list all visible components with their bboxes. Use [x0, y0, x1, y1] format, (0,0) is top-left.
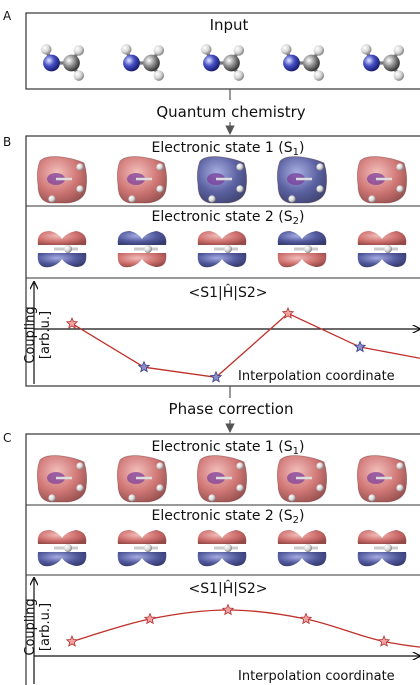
coupling-point-red [65, 316, 79, 329]
coupling-point-red [281, 306, 295, 319]
step2-label-bg [170, 398, 292, 420]
hydrogen-atom [121, 44, 132, 55]
hydrogen-atom [393, 45, 405, 56]
orbital-s1-red [356, 455, 408, 503]
nitrogen-atom [43, 54, 60, 72]
orbital-s2-red-blue [357, 231, 407, 268]
orbital-s1-blue [196, 156, 248, 204]
step1-label-bg [146, 100, 316, 122]
panel-b-ylabel: Coupling[arb.u.] [23, 306, 53, 363]
methanimine-molecule [281, 44, 325, 81]
orbital-s1-red [356, 156, 408, 204]
coupling-point-red [65, 634, 79, 647]
panel-a-title: Input [210, 16, 249, 34]
orbital-s2-red-blue [357, 530, 407, 567]
nitrogen-atom [123, 54, 140, 72]
hydrogen-atom [361, 44, 372, 55]
panel-c-state2-row [37, 530, 407, 567]
hydrogen-atom [313, 70, 325, 81]
nitrogen-atom [363, 54, 380, 72]
orbital-s2-red-blue [117, 530, 167, 567]
carbon-atom [383, 54, 400, 72]
hydrogen-atom [201, 44, 212, 55]
panel-b-state1-title: Electronic state 1 (S1) [152, 140, 305, 158]
panel-c-letter: C [3, 431, 11, 445]
methanimine-molecule [121, 44, 165, 81]
coupling-series-line [71, 609, 420, 648]
hydrogen-atom [41, 44, 52, 55]
panel-a-frame [25, 12, 420, 90]
panel-b-letter: B [3, 135, 11, 149]
coupling-point-blue [137, 360, 151, 373]
orbital-s1-red [116, 455, 168, 503]
panel-c-state1-row [36, 455, 408, 503]
orbital-s2-blue-red [117, 231, 167, 268]
panel-b-state1-row [36, 156, 408, 204]
hydrogen-atom [233, 45, 245, 56]
panel-c-coupling-chart [65, 603, 420, 648]
carbon-atom [303, 54, 320, 72]
panel-b-frame [25, 135, 420, 387]
coupling-point-red [221, 603, 235, 616]
hydrogen-atom [73, 70, 85, 81]
coupling-series-line [71, 312, 420, 378]
orbital-s1-blue [276, 156, 328, 204]
orbital-s2-red-blue [37, 530, 87, 567]
quantum-chemistry-label: Quantum chemistry [156, 103, 305, 121]
orbital-s2-red-blue [37, 231, 87, 268]
carbon-atom [223, 54, 240, 72]
orbital-s2-red-blue [277, 530, 327, 567]
carbon-atom [143, 54, 160, 72]
hydrogen-atom [153, 45, 165, 56]
panel-b-xlabel: Interpolation coordinate [238, 369, 395, 384]
coupling-point-red [299, 612, 313, 625]
coupling-point-blue [209, 370, 223, 383]
carbon-atom [63, 54, 80, 72]
panel-c-coupling-title: <S1|Ĥ|S2> [188, 579, 267, 597]
input-molecule-row [41, 44, 405, 81]
orbital-s2-blue-red [277, 231, 327, 268]
orbital-s2-red-blue [197, 231, 247, 268]
panel-c-xlabel: Interpolation coordinate [238, 669, 395, 684]
coupling-point-blue [353, 340, 367, 353]
panel-b-state2-row [37, 231, 407, 268]
orbital-s1-red [276, 455, 328, 503]
methanimine-molecule [361, 44, 405, 81]
panel-c-ylabel: Coupling[arb.u.] [23, 598, 53, 655]
orbital-s1-red [36, 156, 88, 204]
panel-b-state2-title: Electronic state 2 (S2) [152, 209, 305, 227]
panel-b-coupling-chart [65, 306, 420, 383]
nitrogen-atom [283, 54, 300, 72]
coupling-point-red [143, 612, 157, 625]
methanimine-molecule [201, 44, 245, 81]
panel-c-frame [25, 433, 420, 685]
hydrogen-atom [73, 45, 85, 56]
hydrogen-atom [313, 45, 325, 56]
panel-b-coupling-title: <S1|Ĥ|S2> [188, 283, 267, 301]
hydrogen-atom [233, 70, 245, 81]
panel-c-state1-title: Electronic state 1 (S1) [152, 439, 305, 457]
nitrogen-atom [203, 54, 220, 72]
hydrogen-atom [281, 44, 292, 55]
orbital-s1-red [116, 156, 168, 204]
panel-a-letter: A [3, 9, 12, 23]
panel-c-state2-title: Electronic state 2 (S2) [152, 508, 305, 526]
methanimine-molecule [41, 44, 85, 81]
orbital-s2-red-blue [197, 530, 247, 567]
coupling-point-red [377, 634, 391, 647]
hydrogen-atom [153, 70, 165, 81]
hydrogen-atom [393, 70, 405, 81]
phase-correction-label: Phase correction [169, 400, 294, 418]
orbital-s1-red [196, 455, 248, 503]
orbital-s1-red [36, 455, 88, 503]
